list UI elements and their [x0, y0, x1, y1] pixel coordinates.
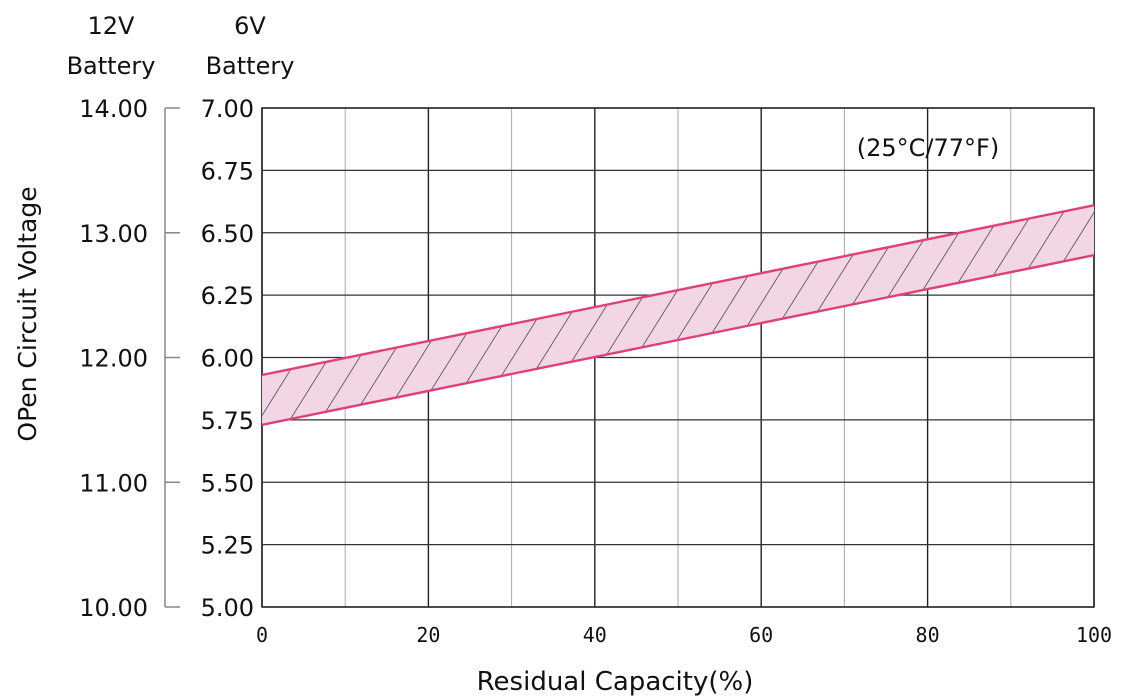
x-tick-label: 100 [1076, 623, 1112, 647]
x-tick-label: 0 [256, 623, 268, 647]
y-tick-label-6v: 5.50 [201, 469, 254, 497]
upper-bound-line [262, 204, 1094, 377]
x-tick-label: 20 [416, 623, 440, 647]
axis-header-12v-line1: 12V [88, 12, 136, 40]
y-tick-label-6v: 5.75 [201, 407, 254, 435]
y-tick-label-12v: 13.00 [79, 220, 148, 248]
grid [261, 107, 1095, 608]
axis-header-6v-line2: Battery [206, 52, 295, 80]
y-tick-label-12v: 12.00 [79, 345, 148, 373]
axis-header-12v-line2: Battery [67, 52, 156, 80]
y-tick-label-6v: 7.00 [201, 95, 254, 123]
y-tick-label-6v: 5.25 [201, 532, 254, 560]
x-tick-label: 40 [583, 623, 607, 647]
axis-header-6v-line1: 6V [234, 12, 266, 40]
plot-frame [261, 107, 1095, 608]
voltage-band-fill [262, 205, 1094, 425]
y-tick-label-6v: 6.00 [201, 345, 254, 373]
y-tick-label-6v: 6.75 [201, 157, 254, 185]
y-tick-label-6v: 5.00 [201, 594, 254, 622]
y-tick-label-12v: 11.00 [79, 469, 148, 497]
x-axis-label: Residual Capacity(%) [477, 667, 754, 697]
y-tick-label-12v: 14.00 [79, 95, 148, 123]
x-tick-label: 80 [916, 623, 940, 647]
voltage-band [262, 204, 1094, 427]
x-tick-label: 60 [749, 623, 773, 647]
temperature-annotation: (25°C/77°F) [857, 134, 999, 162]
y-tick-label-6v: 6.50 [201, 220, 254, 248]
y-tick-label-6v: 6.25 [201, 282, 254, 310]
y-tick-label-12v: 10.00 [79, 594, 148, 622]
y-axis-label: OPen Circuit Voltage [13, 186, 42, 441]
tick-labels: 0 20 40 60 80 100 7.00 6.75 6.50 6.25 6.00 5.75 5.50… [79, 95, 1112, 647]
lower-bound-line [262, 254, 1094, 427]
